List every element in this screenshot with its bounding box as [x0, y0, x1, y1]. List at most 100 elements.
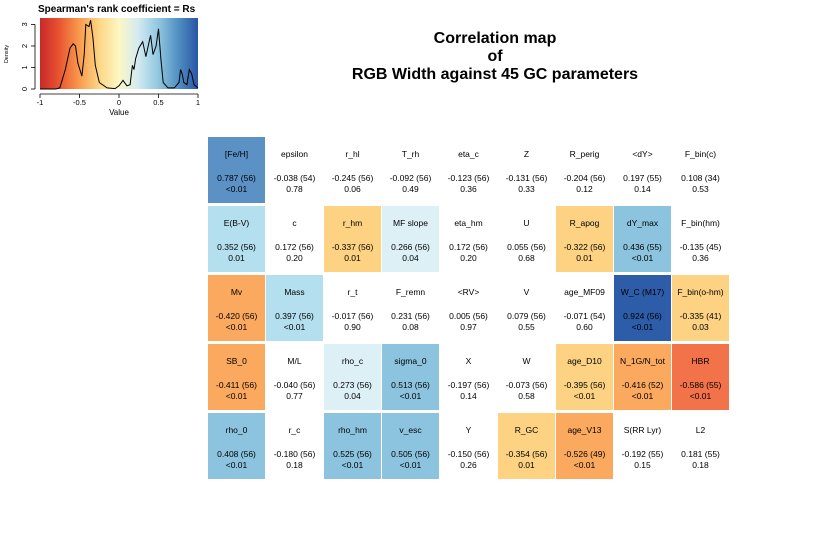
cell-coefficient: -0.586 (55): [679, 380, 722, 390]
cell-parameter-name: Y: [465, 425, 472, 435]
cell-coefficient: 0.005 (56): [449, 311, 488, 321]
cell-coefficient: -0.135 (45): [679, 242, 722, 252]
cell-p-value: 0.03: [692, 322, 709, 332]
cell-p-value: 0.14: [460, 391, 477, 401]
cell-coefficient: -0.192 (55): [621, 449, 664, 459]
cell-p-value: 0.58: [518, 391, 535, 401]
heatmap-cell: rho_0 0.408 (56) <0.01: [208, 413, 265, 479]
cell-parameter-name: F_remn: [395, 287, 426, 297]
cell-coefficient: -0.335 (41): [679, 311, 722, 321]
cell-coefficient: 0.172 (56): [275, 242, 314, 252]
cell-parameter-name: sigma_0: [394, 356, 427, 366]
chart-title: Correlation map of RGB Width against 45 …: [330, 30, 660, 84]
heatmap-cell: v_esc 0.505 (56) <0.01: [382, 413, 439, 479]
cell-parameter-name: MF slope: [393, 218, 428, 228]
legend-title: Spearman's rank coefficient = Rs: [38, 4, 196, 15]
heatmap-cell: N_1G/N_tot -0.416 (52) <0.01: [614, 344, 671, 410]
cell-parameter-name: v_esc: [399, 425, 422, 435]
cell-p-value: 0.53: [692, 184, 709, 194]
cell-parameter-name: M/L: [287, 356, 302, 366]
cell-coefficient: -0.073 (56): [505, 380, 548, 390]
cell-parameter-name: R_GC: [514, 425, 539, 435]
heatmap-cell: eta_hm 0.172 (56) 0.20: [440, 206, 497, 272]
legend-y-tick-label: 3: [20, 22, 29, 26]
legend-x-tick-label: 1: [196, 98, 200, 107]
cell-parameter-name: [Fe/H]: [224, 149, 249, 159]
cell-parameter-name: Z: [523, 149, 530, 159]
cell-p-value: <0.01: [225, 460, 248, 470]
cell-parameter-name: T_rh: [401, 149, 420, 159]
cell-parameter-name: dY_max: [626, 218, 659, 228]
cell-coefficient: 0.787 (56): [217, 173, 256, 183]
cell-p-value: 0.49: [402, 184, 419, 194]
cell-parameter-name: rho_c: [341, 356, 364, 366]
cell-p-value: <0.01: [225, 184, 248, 194]
heatmap-cell: <dY> 0.197 (55) 0.14: [614, 137, 671, 203]
cell-coefficient: 0.513 (56): [391, 380, 430, 390]
heatmap-cell: R_GC -0.354 (56) 0.01: [498, 413, 555, 479]
heatmap-cell: age_MF09 -0.071 (54) 0.60: [556, 275, 613, 341]
cell-parameter-name: U: [523, 218, 530, 228]
cell-coefficient: 0.924 (56): [623, 311, 662, 321]
heatmap-cell: F_bin(c) 0.108 (34) 0.53: [672, 137, 729, 203]
cell-parameter-name: r_hl: [345, 149, 360, 159]
cell-coefficient: -0.040 (56): [273, 380, 316, 390]
legend-y-tick-label: 0: [20, 87, 29, 91]
legend-x-tick-label: -1: [37, 98, 44, 107]
heatmap-cell: W -0.073 (56) 0.58: [498, 344, 555, 410]
heatmap-cell: r_t -0.017 (56) 0.90: [324, 275, 381, 341]
cell-coefficient: -0.337 (56): [331, 242, 374, 252]
legend-y-label: Density: [4, 45, 10, 64]
heatmap-cell: epsilon -0.038 (54) 0.78: [266, 137, 323, 203]
cell-parameter-name: rho_hm: [338, 425, 367, 435]
cell-coefficient: -0.131 (56): [505, 173, 548, 183]
cell-p-value: 0.97: [460, 322, 477, 332]
heatmap-cell: r_hl -0.245 (56) 0.06: [324, 137, 381, 203]
cell-coefficient: -0.197 (56): [447, 380, 490, 390]
heatmap-cell: Z -0.131 (56) 0.33: [498, 137, 555, 203]
cell-coefficient: 0.172 (56): [449, 242, 488, 252]
heatmap-cell: R_perig -0.204 (56) 0.12: [556, 137, 613, 203]
heatmap-cell: MF slope 0.266 (56) 0.04: [382, 206, 439, 272]
heatmap-cell: F_remn 0.231 (56) 0.08: [382, 275, 439, 341]
heatmap-cell: R_apog -0.322 (56) 0.01: [556, 206, 613, 272]
cell-parameter-name: epsilon: [281, 149, 308, 159]
heatmap-cell: r_c -0.180 (56) 0.18: [266, 413, 323, 479]
cell-parameter-name: E(B-V): [223, 218, 250, 228]
legend-x-tick-label: 0.5: [153, 98, 163, 107]
cell-p-value: 0.20: [286, 253, 303, 263]
heatmap-cell: SB_0 -0.411 (56) <0.01: [208, 344, 265, 410]
heatmap-cell: sigma_0 0.513 (56) <0.01: [382, 344, 439, 410]
cell-p-value: 0.26: [460, 460, 477, 470]
density-legend: Spearman's rank coefficient = Rs -1 -0.5 0…: [0, 0, 210, 125]
cell-coefficient: 0.197 (55): [623, 173, 662, 183]
cell-parameter-name: age_MF09: [564, 287, 605, 297]
cell-p-value: 0.01: [344, 253, 361, 263]
cell-p-value: 0.01: [518, 460, 535, 470]
cell-p-value: <0.01: [399, 391, 422, 401]
cell-coefficient: 0.408 (56): [217, 449, 256, 459]
cell-coefficient: -0.017 (56): [331, 311, 374, 321]
cell-coefficient: -0.416 (52): [621, 380, 664, 390]
cell-parameter-name: F_bin(o-hm): [677, 287, 724, 297]
cell-coefficient: 0.231 (56): [391, 311, 430, 321]
cell-coefficient: 0.352 (56): [217, 242, 256, 252]
cell-parameter-name: Mass: [284, 287, 305, 297]
heatmap-cell: r_hm -0.337 (56) 0.01: [324, 206, 381, 272]
cell-p-value: 0.01: [228, 253, 245, 263]
cell-parameter-name: R_apog: [569, 218, 600, 228]
cell-p-value: 0.04: [344, 391, 361, 401]
heatmap-cell: eta_c -0.123 (56) 0.36: [440, 137, 497, 203]
cell-coefficient: -0.204 (56): [563, 173, 606, 183]
cell-coefficient: -0.526 (49): [563, 449, 606, 459]
legend-x-label: Value: [109, 108, 129, 117]
cell-coefficient: -0.322 (56): [563, 242, 606, 252]
title-line-2: of: [487, 48, 503, 65]
cell-parameter-name: R_perig: [569, 149, 600, 159]
cell-parameter-name: r_hm: [342, 218, 363, 228]
cell-parameter-name: age_V13: [567, 425, 602, 435]
cell-p-value: 0.14: [634, 184, 651, 194]
heatmap-cell: F_bin(hm) -0.135 (45) 0.36: [672, 206, 729, 272]
cell-p-value: 0.12: [576, 184, 593, 194]
cell-p-value: 0.20: [460, 253, 477, 263]
